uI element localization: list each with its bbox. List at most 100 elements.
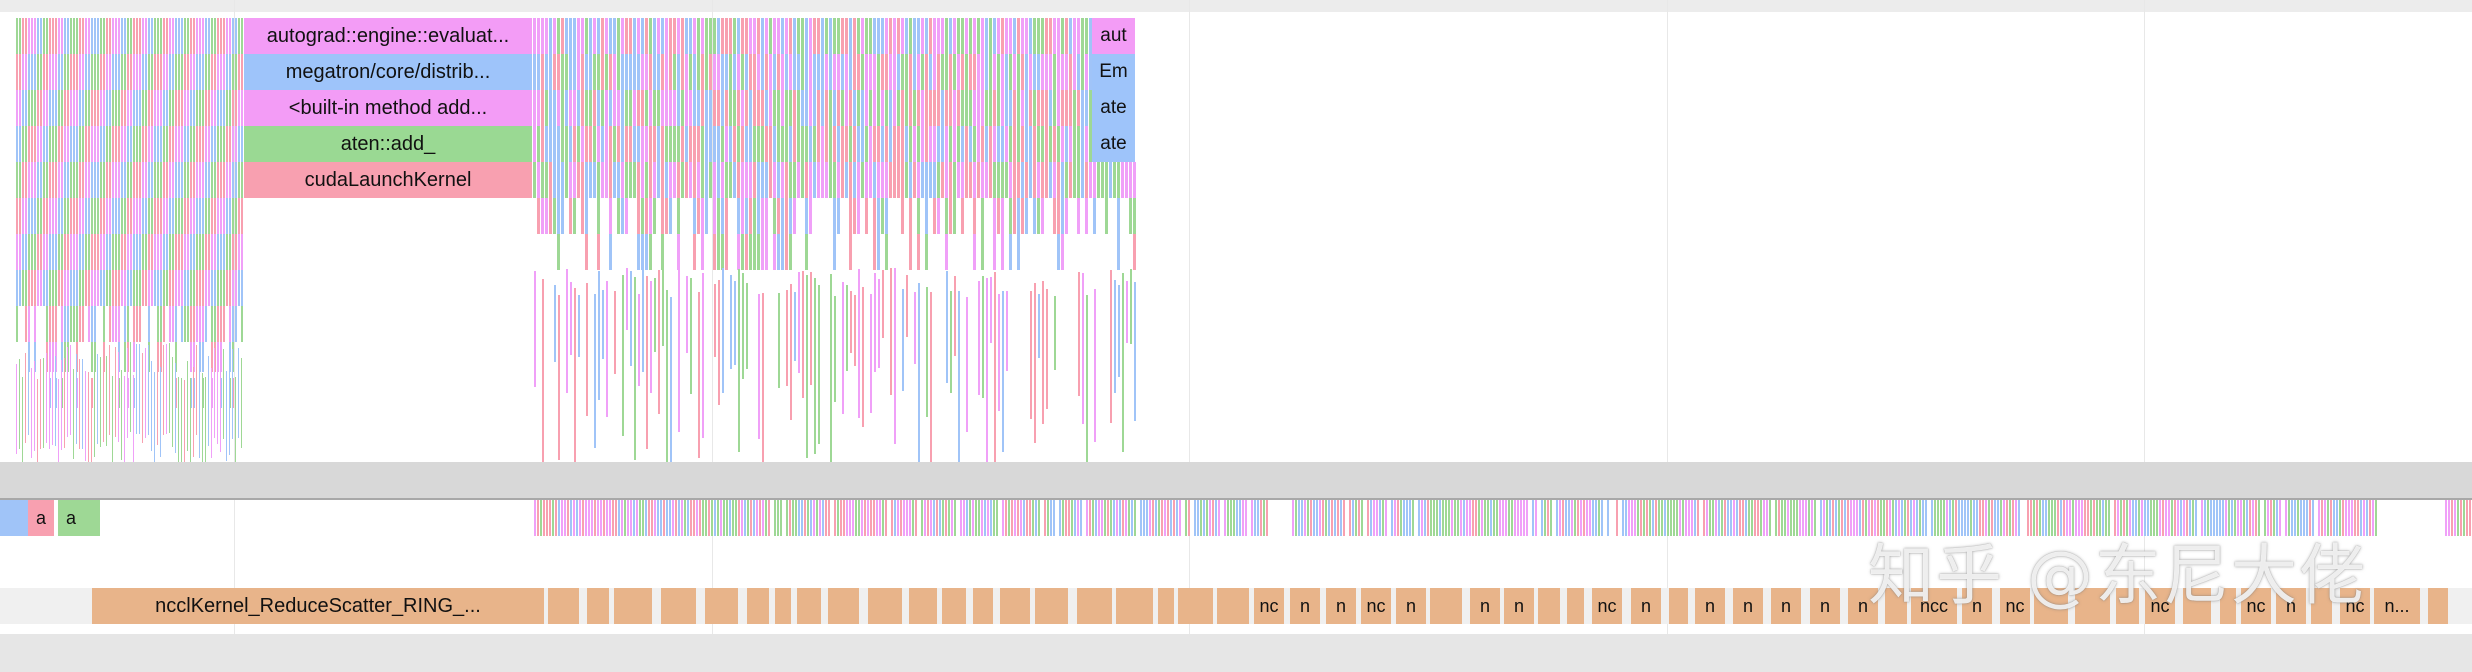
nccl-kernel-block[interactable] xyxy=(2075,588,2110,624)
flame-slice xyxy=(52,270,54,306)
nccl-kernel-block[interactable] xyxy=(828,588,859,624)
flame-slice xyxy=(629,90,632,126)
nccl-kernel-block[interactable] xyxy=(1538,588,1560,624)
nccl-kernel-block[interactable] xyxy=(1430,588,1462,624)
stack-frame-builtin-method-add[interactable]: <built-in method add... xyxy=(244,90,532,126)
flame-slice xyxy=(789,126,792,162)
nccl-kernel-block[interactable] xyxy=(1035,588,1068,624)
stack-frame-em-short[interactable]: Em xyxy=(1092,54,1135,90)
horizontal-scrollbar[interactable] xyxy=(0,634,2472,672)
nccl-kernel-block[interactable]: nc xyxy=(1254,588,1284,624)
nccl-kernel-block[interactable] xyxy=(614,588,652,624)
flame-slice xyxy=(160,234,162,270)
nccl-kernel-block[interactable]: n xyxy=(1470,588,1500,624)
nccl-kernel-block[interactable] xyxy=(1178,588,1213,624)
flame-slice xyxy=(172,126,174,162)
nccl-kernel-block[interactable]: n xyxy=(1733,588,1763,624)
cuda-event-a[interactable]: a xyxy=(28,500,54,536)
nccl-kernel-block[interactable] xyxy=(1217,588,1249,624)
nccl-kernel-block[interactable]: n xyxy=(1290,588,1320,624)
nccl-kernel-block[interactable]: n xyxy=(1810,588,1840,624)
nccl-kernel-block[interactable] xyxy=(1567,588,1584,624)
nccl-kernel-block[interactable] xyxy=(1885,588,1907,624)
nccl-reduce-scatter-kernel[interactable]: ncclKernel_ReduceScatter_RING_... xyxy=(92,588,544,624)
stack-frame-aten-short[interactable]: ate xyxy=(1092,126,1135,162)
nccl-kernel-block[interactable]: nc xyxy=(2241,588,2271,624)
nccl-kernel-block[interactable] xyxy=(2116,588,2139,624)
stack-frame-autograd-engine[interactable]: autograd::engine::evaluat... xyxy=(244,18,532,54)
flame-slice xyxy=(127,162,129,198)
nccl-kernel-block[interactable] xyxy=(747,588,769,624)
flame-slice xyxy=(136,306,138,342)
nccl-kernel-block[interactable]: n xyxy=(2276,588,2306,624)
nccl-kernel-block[interactable] xyxy=(2183,588,2211,624)
cuda-runtime-row[interactable]: a a xyxy=(0,500,2472,536)
flame-slice xyxy=(609,18,612,54)
nccl-kernel-block[interactable]: n xyxy=(1848,588,1878,624)
nccl-kernel-block[interactable] xyxy=(797,588,821,624)
nccl-kernel-block[interactable]: n xyxy=(1631,588,1661,624)
nccl-kernel-block[interactable] xyxy=(2428,588,2448,624)
nccl-kernel-block[interactable] xyxy=(868,588,902,624)
flame-slice xyxy=(857,54,860,90)
flame-slice xyxy=(939,500,941,536)
flame-slice xyxy=(226,162,228,198)
nccl-kernel-block[interactable] xyxy=(2220,588,2236,624)
nccl-kernel-block[interactable]: n xyxy=(1771,588,1801,624)
nccl-kernel-block[interactable] xyxy=(1116,588,1153,624)
flame-slice xyxy=(958,291,960,472)
nccl-kernel-block[interactable] xyxy=(587,588,609,624)
nccl-kernel-block[interactable]: n xyxy=(1396,588,1426,624)
flame-slice xyxy=(662,269,664,346)
flame-slice xyxy=(1107,500,1109,536)
nccl-kernel-block[interactable]: n xyxy=(1504,588,1534,624)
flame-slice xyxy=(1835,500,1837,536)
flame-slice xyxy=(220,234,222,270)
nccl-kernel-block[interactable] xyxy=(705,588,738,624)
cuda-event-a[interactable]: a xyxy=(58,500,84,536)
nccl-kernel-block[interactable] xyxy=(2311,588,2332,624)
nccl-kernel-block[interactable] xyxy=(661,588,696,624)
nccl-kernel-block[interactable] xyxy=(942,588,966,624)
nccl-kernel-block[interactable] xyxy=(775,588,791,624)
stack-frame-megatron-distributed[interactable]: megatron/core/distrib... xyxy=(244,54,532,90)
nccl-kernel-block[interactable]: nc xyxy=(2000,588,2030,624)
nccl-kernel-block[interactable] xyxy=(2034,588,2068,624)
flame-slice xyxy=(178,18,180,54)
flame-slice xyxy=(553,198,556,234)
stack-frame-aten-add[interactable]: aten::add_ xyxy=(244,126,532,162)
nccl-kernel-block[interactable]: n xyxy=(1695,588,1725,624)
nccl-kernel-row[interactable]: ncclKernel_ReduceScatter_RING_... nc n n nc… xyxy=(0,588,2472,624)
nccl-kernel-block[interactable]: n... xyxy=(2374,588,2420,624)
flame-slice xyxy=(1005,500,1007,536)
flame-slice xyxy=(1017,126,1020,162)
nccl-kernel-block[interactable] xyxy=(909,588,937,624)
nccl-kernel-block[interactable]: nc xyxy=(2145,588,2175,624)
flame-slice xyxy=(765,54,768,90)
nccl-kernel-block[interactable]: n xyxy=(1962,588,1992,624)
nccl-kernel-block[interactable]: n xyxy=(1326,588,1356,624)
nccl-kernel-block[interactable] xyxy=(1077,588,1112,624)
flame-slice xyxy=(1385,500,1387,536)
flame-slice xyxy=(2078,500,2080,536)
flame-slice xyxy=(241,270,243,306)
flame-slice xyxy=(70,90,72,126)
flame-slice xyxy=(226,234,228,270)
flame-slice xyxy=(73,369,74,459)
nccl-kernel-block[interactable]: nc xyxy=(2340,588,2370,624)
nccl-kernel-block[interactable]: nc xyxy=(1592,588,1622,624)
cpu-thread-track[interactable]: autograd::engine::evaluat... megatron/co… xyxy=(0,18,2472,494)
nccl-kernel-block[interactable]: ncc xyxy=(1911,588,1957,624)
nccl-kernel-block[interactable] xyxy=(973,588,993,624)
nccl-kernel-block[interactable] xyxy=(1158,588,1174,624)
nccl-kernel-block[interactable]: nc xyxy=(1361,588,1391,624)
flame-slice xyxy=(61,162,63,198)
nccl-kernel-block[interactable] xyxy=(1669,588,1688,624)
flame-slice xyxy=(613,126,616,162)
nccl-kernel-block[interactable] xyxy=(1000,588,1030,624)
stack-frame-aten-short[interactable]: ate xyxy=(1092,90,1135,126)
stack-frame-autograd-short[interactable]: aut xyxy=(1092,18,1135,54)
nccl-kernel-block[interactable] xyxy=(548,588,579,624)
flame-slice xyxy=(1568,500,1570,536)
stack-frame-cuda-launch-kernel[interactable]: cudaLaunchKernel xyxy=(244,162,532,198)
